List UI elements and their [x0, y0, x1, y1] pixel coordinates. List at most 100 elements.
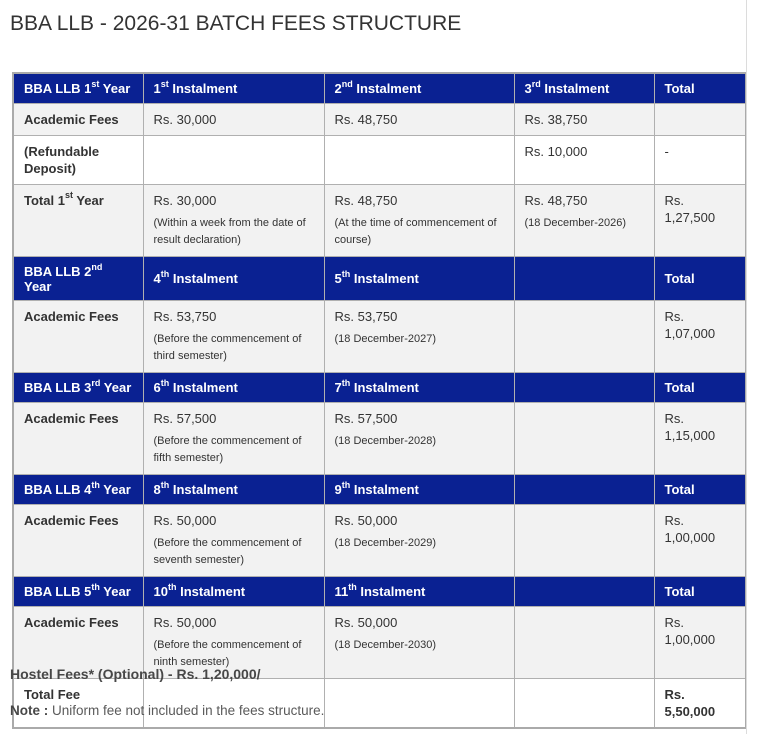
- fee-row: Academic Fees Rs. 50,000 (Before the comme…: [12, 503, 747, 577]
- fee-amount: Rs. 53,750: [334, 308, 398, 324]
- fee-amount: Rs. 50,000: [334, 614, 398, 630]
- fee-amount: Total Fee: [24, 686, 81, 702]
- fee-note: (18 December-2028): [334, 434, 437, 447]
- section-header-row: BBA LLB 1st Year 1st Instalment 2nd Instal…: [12, 72, 747, 104]
- section-header-row: BBA LLB 4th Year 8th Instalment 9th Instal…: [12, 473, 747, 505]
- fee-row: Total 1st Year Rs. 30,000 (Within a week f…: [12, 183, 747, 257]
- page-title: BBA LLB - 2026-31 BATCH FEES STRUCTURE: [10, 12, 462, 35]
- fee-cell: [513, 401, 655, 475]
- section-header-cell: 9th Instalment: [323, 473, 515, 505]
- fee-amount: Rs. 1,00,000: [664, 512, 716, 545]
- fee-row: Academic Fees Rs. 50,000 (Before the comme…: [12, 605, 747, 679]
- fee-amount: Rs. 53,750: [153, 308, 217, 324]
- note-label: Note :: [10, 703, 49, 718]
- fee-amount: Rs. 48,750: [524, 192, 588, 208]
- uniform-fee-note: Note : Uniform fee not included in the f…: [10, 703, 324, 718]
- fee-amount: (Refundable Deposit): [24, 143, 100, 176]
- fee-cell: Rs. 50,000 (18 December-2029): [323, 503, 515, 577]
- fee-amount: Rs. 30,000: [153, 192, 217, 208]
- section-header-cell: 7th Instalment: [323, 371, 515, 403]
- fee-amount: Academic Fees: [24, 410, 119, 426]
- fee-cell: [142, 134, 325, 185]
- section-header-cell: 8th Instalment: [142, 473, 325, 505]
- fee-amount: Academic Fees: [24, 512, 119, 528]
- fee-cell: Rs. 1,00,000: [653, 503, 747, 577]
- fee-note: (Before the commencement of third semest…: [153, 332, 302, 362]
- fee-amount: Academic Fees: [24, 111, 119, 127]
- fee-cell: [513, 503, 655, 577]
- fee-amount: Rs. 48,750: [334, 111, 398, 127]
- fee-row: Academic Fees Rs. 57,500 (Before the comme…: [12, 401, 747, 475]
- fee-amount: Rs. 57,500: [334, 410, 398, 426]
- fees-table-body: BBA LLB 1st Year 1st Instalment 2nd Instal…: [12, 72, 747, 728]
- fee-amount: Rs. 5,50,000: [664, 686, 716, 719]
- section-header-cell: [513, 575, 655, 607]
- section-header-row: BBA LLB 2nd Year 4th Instalment 5th Instal…: [12, 255, 747, 301]
- section-header-cell: Total: [653, 575, 747, 607]
- fee-cell: [513, 677, 655, 728]
- fee-note: (18 December-2029): [334, 536, 437, 549]
- hostel-fees-line: Hostel Fees* (Optional) - Rs. 1,20,000/: [10, 666, 261, 682]
- note-text: Uniform fee not included in the fees str…: [48, 703, 325, 718]
- section-header-cell: 5th Instalment: [323, 255, 515, 301]
- fee-amount: Total 1st Year: [24, 189, 104, 208]
- section-header-cell: 10th Instalment: [142, 575, 325, 607]
- fee-row: (Refundable Deposit) Rs. 10,000 -: [12, 134, 747, 185]
- fee-row: Academic Fees Rs. 30,000 Rs. 48,750 Rs. 38,…: [12, 102, 747, 136]
- fee-cell: [323, 677, 515, 728]
- section-header-cell: BBA LLB 4th Year: [12, 473, 144, 505]
- fee-cell: Rs. 10,000: [513, 134, 655, 185]
- section-header-cell: Total: [653, 473, 747, 505]
- fee-note: (18 December-2027): [334, 332, 437, 345]
- section-header-cell: 2nd Instalment: [323, 72, 515, 104]
- row-label-cell: Academic Fees: [12, 102, 144, 136]
- fee-amount: Rs. 30,000: [153, 111, 217, 127]
- fee-note: (Within a week from the date of result d…: [153, 216, 306, 246]
- fee-cell: Rs. 1,15,000: [653, 401, 747, 475]
- section-header-cell: [513, 371, 655, 403]
- fee-note: (18 December-2026): [524, 216, 627, 229]
- fee-cell: Rs. 5,50,000: [653, 677, 747, 728]
- fee-amount: Academic Fees: [24, 308, 119, 324]
- fee-note: (Before the commencement of ninth semest…: [153, 638, 302, 668]
- section-header-cell: 6th Instalment: [142, 371, 325, 403]
- fee-amount: Rs. 50,000: [153, 614, 217, 630]
- row-label-cell: Total Fee: [12, 677, 144, 728]
- fee-note: (18 December-2030): [334, 638, 437, 651]
- section-header-cell: 3rd Instalment: [513, 72, 655, 104]
- fee-amount: Academic Fees: [24, 614, 119, 630]
- fee-amount: Rs. 48,750: [334, 192, 398, 208]
- fee-cell: Rs. 30,000: [142, 102, 325, 136]
- fee-cell: Rs. 48,750: [323, 102, 515, 136]
- fee-cell: Rs. 57,500 (Before the commencement of fi…: [142, 401, 325, 475]
- fee-cell: [513, 605, 655, 679]
- row-label-cell: Academic Fees: [12, 503, 144, 577]
- section-header-cell: Total: [653, 255, 747, 301]
- fee-cell: Rs. 48,750 (18 December-2026): [513, 183, 655, 257]
- row-label-cell: Academic Fees: [12, 401, 144, 475]
- content-right-edge-line: [746, 0, 747, 734]
- section-header-cell: [513, 473, 655, 505]
- section-header-cell: BBA LLB 2nd Year: [12, 255, 144, 301]
- row-label-cell: Academic Fees: [12, 605, 144, 679]
- fee-cell: Rs. 50,000 (18 December-2030): [323, 605, 515, 679]
- fee-cell: Rs. 1,07,000: [653, 299, 747, 373]
- section-header-cell: 4th Instalment: [142, 255, 325, 301]
- fee-cell: Rs. 1,27,500: [653, 183, 747, 257]
- row-label-cell: (Refundable Deposit): [12, 134, 144, 185]
- fees-table: BBA LLB 1st Year 1st Instalment 2nd Instal…: [12, 72, 747, 729]
- fee-cell: Rs. 48,750 (At the time of commencement o…: [323, 183, 515, 257]
- section-header-cell: Total: [653, 72, 747, 104]
- row-label-cell: Total 1st Year: [12, 183, 144, 257]
- fee-amount: Rs. 50,000: [334, 512, 398, 528]
- section-header-row: BBA LLB 5th Year 10th Instalment 11th Inst…: [12, 575, 747, 607]
- fee-amount: Rs. 1,27,500: [664, 192, 716, 225]
- row-label-cell: Academic Fees: [12, 299, 144, 373]
- fee-cell: [142, 677, 325, 728]
- fee-cell: -: [653, 134, 747, 185]
- fee-note: (At the time of commencement of course): [334, 216, 497, 246]
- fee-cell: Rs. 57,500 (18 December-2028): [323, 401, 515, 475]
- fee-cell: Rs. 53,750 (18 December-2027): [323, 299, 515, 373]
- fee-amount: Rs. 1,15,000: [664, 410, 716, 443]
